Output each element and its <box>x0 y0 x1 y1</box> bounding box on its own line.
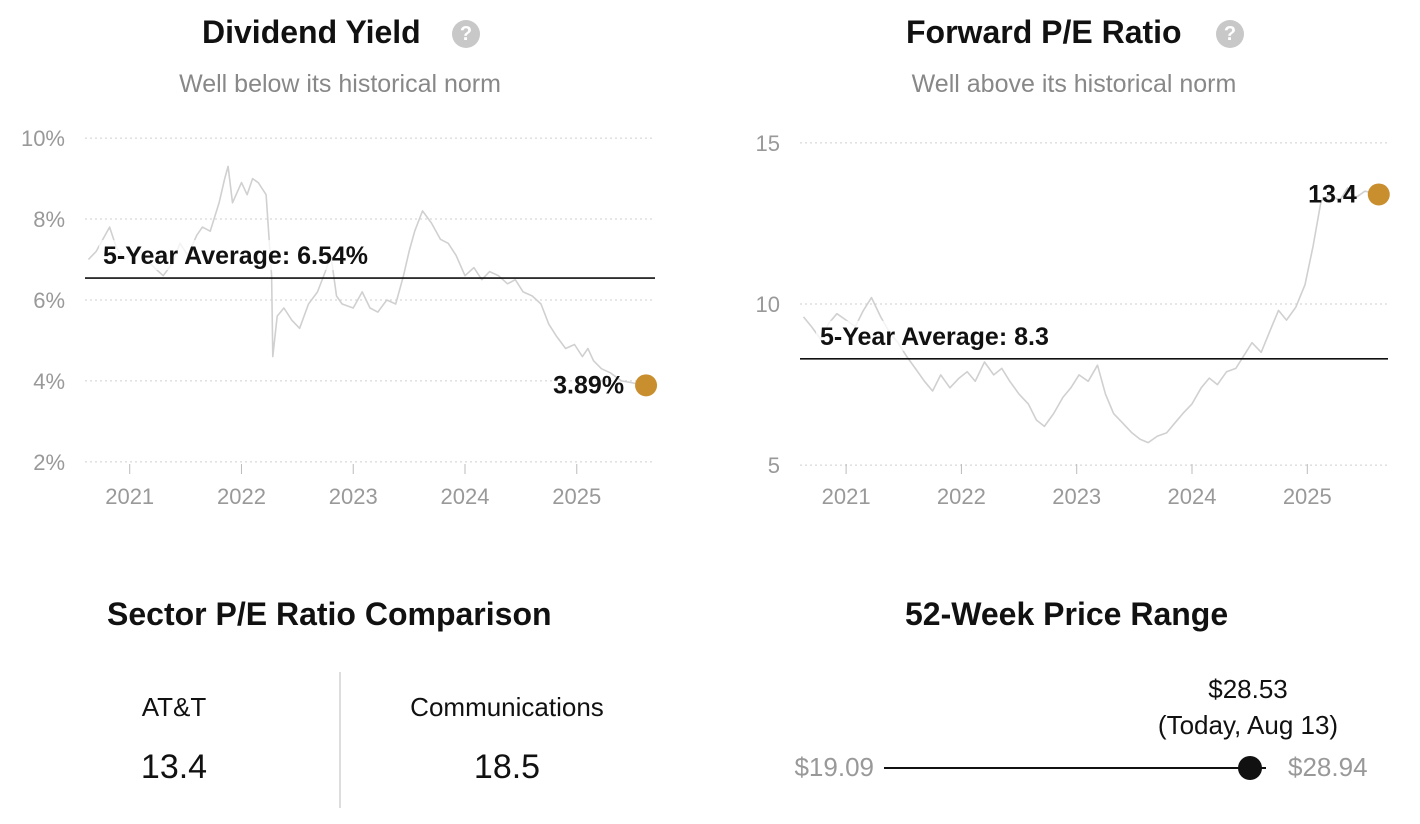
x-tick-label: 2024 <box>441 484 490 509</box>
sector-left-label: AT&T <box>141 692 207 722</box>
current-value-label: 3.89% <box>553 371 624 399</box>
current-value-marker <box>1367 183 1390 206</box>
dividend-yield-chart: 10% 8% 6% 4% 2% 2021 2022 2023 2024 2025 5-Year Av… <box>21 126 658 509</box>
x-tick-label: 2022 <box>937 484 986 509</box>
range-low-label: $19.09 <box>794 752 874 782</box>
y-tick-label: 15 <box>756 131 780 156</box>
range-high-label: $28.94 <box>1288 752 1368 782</box>
sector-divider <box>339 672 341 808</box>
sector-pe-panel: Sector P/E Ratio Comparison AT&T 13.4 Co… <box>0 560 700 824</box>
x-tick-label: 2023 <box>329 484 378 509</box>
average-label: 5-Year Average: 6.54% <box>103 242 368 270</box>
y-tick-label: 5 <box>768 453 780 478</box>
x-tick-label: 2025 <box>552 484 601 509</box>
x-tick-label: 2022 <box>217 484 266 509</box>
series-line <box>802 187 1379 444</box>
forward-pe-title: Forward P/E Ratio <box>906 14 1182 50</box>
range-current-value: $28.53 <box>1208 674 1288 704</box>
current-value-label: 13.4 <box>1308 180 1357 208</box>
x-tick-label: 2024 <box>1168 484 1217 509</box>
current-value-marker <box>635 374 658 397</box>
range-current-marker <box>1238 756 1263 780</box>
sector-right-value: 18.5 <box>473 748 541 786</box>
sector-right-label: Communications <box>410 692 604 722</box>
average-label: 5-Year Average: 8.3 <box>820 323 1049 351</box>
dividend-yield-panel: Dividend Yield ? Well below its historic… <box>0 0 700 540</box>
sector-pe-title: Sector P/E Ratio Comparison <box>107 596 552 632</box>
x-tick-label: 2021 <box>822 484 871 509</box>
price-range-title: 52-Week Price Range <box>905 596 1229 632</box>
average-label-bg <box>99 240 372 271</box>
question-circle-icon[interactable]: ? <box>452 20 480 48</box>
forward-pe-subtitle: Well above its historical norm <box>911 70 1237 98</box>
dividend-yield-title: Dividend Yield <box>202 14 421 50</box>
y-tick-label: 10% <box>21 126 65 151</box>
question-circle-icon[interactable]: ? <box>1216 20 1244 48</box>
x-tick-label: 2023 <box>1052 484 1101 509</box>
y-tick-label: 8% <box>33 207 65 232</box>
sector-left-value: 13.4 <box>140 748 208 786</box>
y-tick-label: 2% <box>33 450 65 475</box>
average-label-bg <box>816 320 1053 351</box>
range-track <box>884 767 1266 769</box>
forward-pe-chart: 15 10 5 2021 2022 2023 2024 2025 5-Year Average:… <box>756 131 1390 509</box>
y-tick-label: 10 <box>756 292 780 317</box>
x-tick-label: 2025 <box>1283 484 1332 509</box>
x-tick-label: 2021 <box>105 484 154 509</box>
y-tick-label: 4% <box>33 369 65 394</box>
dividend-yield-subtitle: Well below its historical norm <box>179 70 501 98</box>
y-tick-label: 6% <box>33 288 65 313</box>
range-current-note: (Today, Aug 13) <box>1157 710 1339 740</box>
forward-pe-panel: Forward P/E Ratio ? Well above its histo… <box>712 0 1420 540</box>
series-line <box>87 165 647 387</box>
price-range-panel: 52-Week Price Range $28.53 (Today, Aug 1… <box>712 560 1420 824</box>
